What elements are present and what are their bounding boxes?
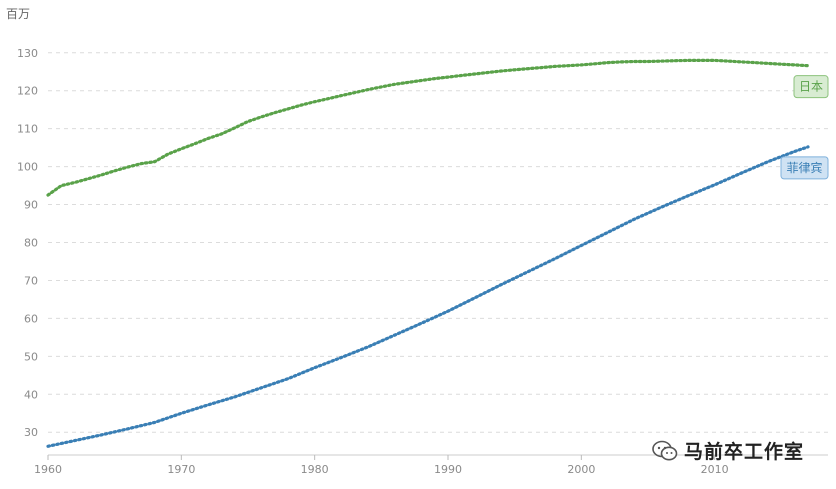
- series-end-label: 菲律宾: [780, 156, 829, 180]
- x-tick-label: 1960: [34, 463, 62, 476]
- series-label-box: [780, 156, 829, 180]
- x-tick-label: 1990: [434, 463, 462, 476]
- series-label-box: [793, 75, 829, 99]
- y-tick-label: 60: [24, 312, 38, 325]
- y-tick-label: 50: [24, 350, 38, 363]
- series-line: [46, 58, 810, 197]
- y-tick-label: 130: [17, 47, 38, 60]
- y-tick-label: 40: [24, 388, 38, 401]
- series-lines: [46, 58, 810, 448]
- x-axis-ticks: 1960 1970 1980 1990 2000 2010: [34, 455, 729, 476]
- y-axis-unit-label: 百万: [6, 7, 31, 21]
- y-tick-label: 120: [17, 85, 38, 98]
- x-tick-label: 2010: [701, 463, 729, 476]
- series-label-text: 菲律宾: [786, 160, 822, 175]
- y-tick-label: 90: [24, 199, 38, 212]
- gridlines: [48, 52, 828, 433]
- series-label-text: 日本: [799, 80, 823, 94]
- x-tick-label: 2000: [567, 463, 595, 476]
- series-line: [46, 145, 810, 448]
- x-tick-label: 1980: [301, 463, 329, 476]
- y-tick-label: 110: [17, 123, 38, 136]
- watermark-text: 马前卒工作室: [684, 441, 805, 463]
- wechat-icon: [652, 440, 678, 460]
- y-tick-label: 70: [24, 274, 38, 287]
- series-end-label: 日本: [793, 75, 829, 99]
- watermark: 马前卒工作室: [652, 437, 804, 464]
- y-tick-label: 100: [17, 161, 38, 174]
- y-tick-label: 80: [24, 237, 38, 250]
- x-tick-label: 1970: [167, 463, 195, 476]
- y-tick-label: 30: [24, 426, 38, 439]
- y-axis-ticks: 30 40 50 60 70 80 90 100 110 120 130: [17, 47, 38, 439]
